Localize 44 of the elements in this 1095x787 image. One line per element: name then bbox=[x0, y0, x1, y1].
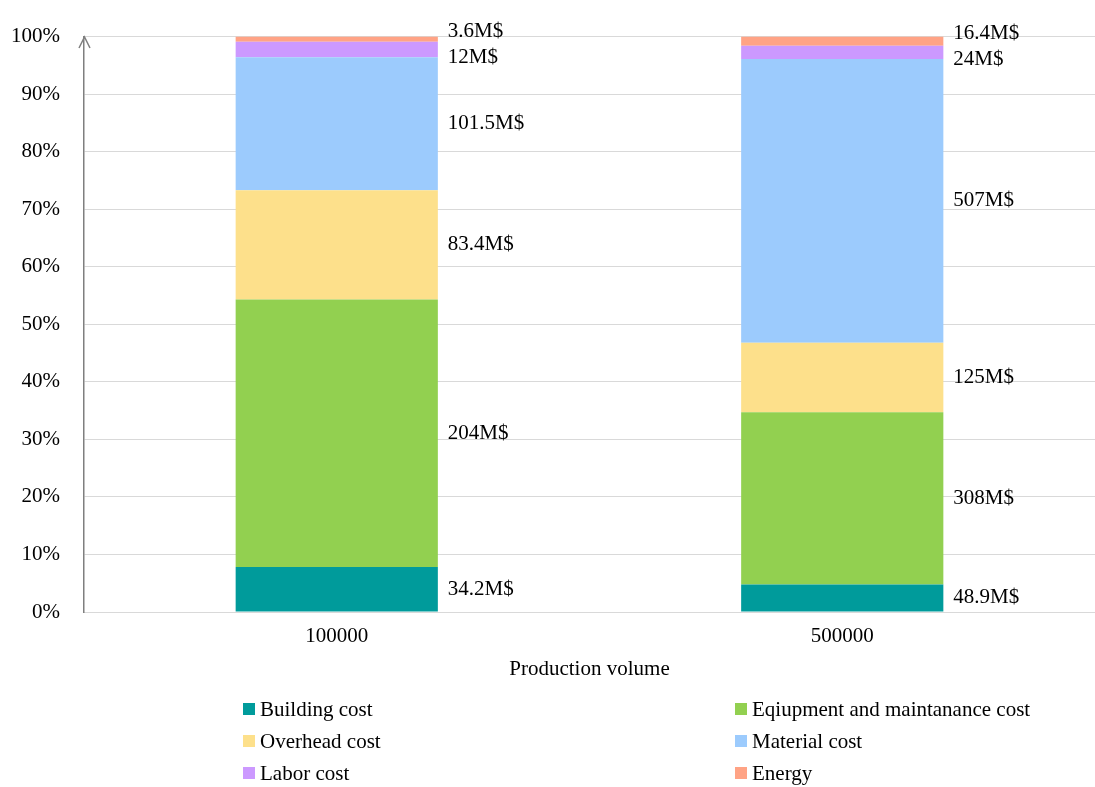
annotation: 204M$ bbox=[447, 419, 509, 444]
y-tick-label: 20% bbox=[21, 483, 60, 508]
bar bbox=[741, 59, 944, 343]
annotation: 48.9M$ bbox=[953, 584, 1020, 609]
bar bbox=[235, 57, 438, 191]
legend-label: Energy bbox=[752, 760, 813, 786]
y-tick-label: 0% bbox=[32, 598, 60, 623]
bar bbox=[235, 41, 438, 58]
annotation: 101.5M$ bbox=[447, 110, 525, 135]
bar bbox=[235, 567, 438, 612]
x-tick-label: 500000 bbox=[810, 623, 874, 648]
y-tick-label: 80% bbox=[21, 138, 60, 163]
annotation: 3.6M$ bbox=[447, 17, 504, 42]
legend-label: Overhead cost bbox=[260, 728, 381, 754]
annotation: 16.4M$ bbox=[953, 20, 1020, 45]
y-tick-label: 60% bbox=[21, 253, 60, 278]
legend-label: Material cost bbox=[752, 728, 863, 754]
legend-label: Labor cost bbox=[260, 760, 350, 786]
annotation: 34.2M$ bbox=[447, 575, 514, 600]
annotation: 12M$ bbox=[447, 43, 499, 68]
x-tick-label: 100000 bbox=[305, 623, 369, 648]
bar bbox=[235, 36, 438, 42]
bar bbox=[741, 45, 944, 60]
bar bbox=[741, 584, 944, 612]
y-tick-label: 100% bbox=[11, 23, 60, 48]
annotation: 24M$ bbox=[953, 46, 1004, 71]
bar bbox=[235, 299, 438, 568]
y-tick-label: 90% bbox=[21, 80, 60, 105]
legend-label: Building cost bbox=[260, 696, 373, 722]
bar bbox=[741, 412, 944, 585]
legend-label: Eqiupment and maintanance cost bbox=[752, 696, 1031, 722]
annotation: 308M$ bbox=[953, 484, 1015, 509]
bar bbox=[741, 342, 944, 413]
y-tick-label: 40% bbox=[21, 368, 60, 393]
y-tick-label: 10% bbox=[21, 540, 60, 565]
y-tick-label: 50% bbox=[21, 310, 60, 335]
annotation: 83.4M$ bbox=[447, 231, 514, 256]
y-tick-label: 70% bbox=[21, 195, 60, 220]
bar bbox=[235, 190, 438, 300]
bar bbox=[741, 36, 944, 46]
annotation: 507M$ bbox=[953, 187, 1015, 212]
annotation: 125M$ bbox=[953, 364, 1015, 389]
x-axis-title: Production volume bbox=[509, 655, 670, 680]
y-tick-label: 30% bbox=[21, 425, 60, 450]
